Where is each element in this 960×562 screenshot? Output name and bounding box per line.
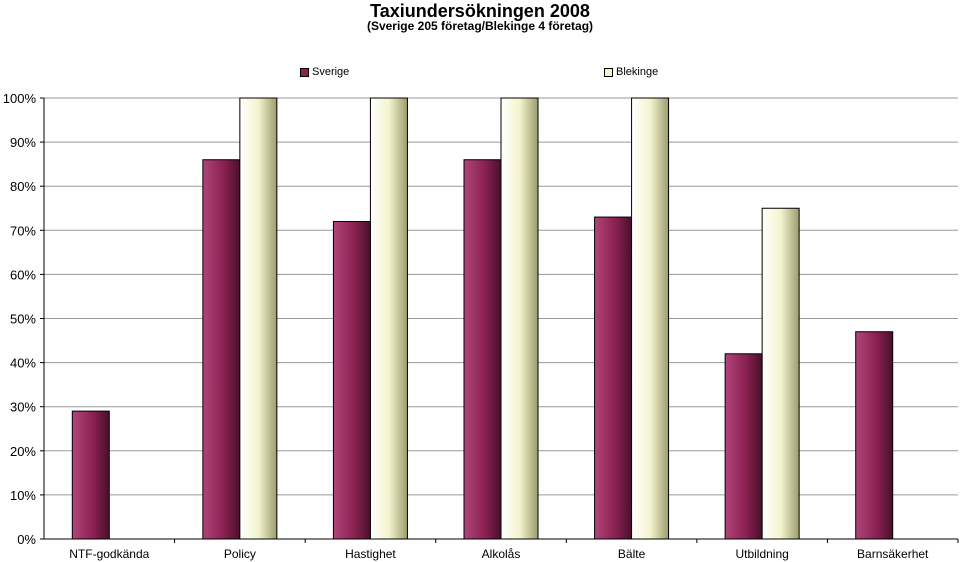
bar-blekinge-1 [239,97,278,540]
bars [71,97,894,540]
y-tick-label: 0% [17,532,36,547]
legend-label-blekinge: Blekinge [616,66,659,78]
x-tick-label: Alkolås [482,547,521,561]
bar-sverige-6 [855,331,894,540]
legend-swatch-blekinge [604,68,613,77]
x-tick-label: Hastighet [345,547,396,561]
bar-blekinge-5 [761,207,800,540]
y-tick-label: 30% [10,400,36,415]
legend-item-blekinge: Blekinge [604,66,658,79]
x-tick-label: Policy [224,547,256,561]
y-tick-label: 10% [10,488,36,503]
legend-label-sverige: Sverige [312,66,350,78]
axes: 0% 10% 20% 30% 40% 50% 60% 70% 80% 90% 100% NTF-god… [3,91,959,561]
bar-sverige-5 [724,353,763,540]
bar-blekinge-4 [631,97,670,540]
bar-sverige-3 [463,159,502,540]
bar-sverige-1 [202,159,241,540]
y-tick-label: 100% [3,91,37,106]
bar-sverige-2 [332,220,371,540]
x-tick-label: NTF-godkända [69,547,149,561]
bar-sverige-4 [594,216,633,540]
legend-swatch-sverige [300,68,309,77]
chart-subtitle: (Sverige 205 företag/Blekinge 4 företag) [366,19,594,33]
y-tick-label: 90% [10,135,36,150]
y-tick-label: 60% [10,267,36,282]
legend-item-sverige: Sverige [300,66,349,79]
y-tick-label: 70% [10,223,36,238]
y-tick-label: 20% [10,444,36,459]
chart-title: Taxiundersökningen 2008 [370,1,590,21]
bar-blekinge-3 [500,97,539,540]
x-tick-label: Utbildning [735,547,788,561]
y-tick-label: 40% [10,356,36,371]
x-tick-label: Barnsäkerhet [857,547,929,561]
y-tick-label: 50% [10,312,36,327]
x-tick-label: Bälte [618,547,646,561]
bar-sverige-0 [71,410,110,540]
bar-blekinge-2 [369,97,408,540]
y-tick-label: 80% [10,179,36,194]
